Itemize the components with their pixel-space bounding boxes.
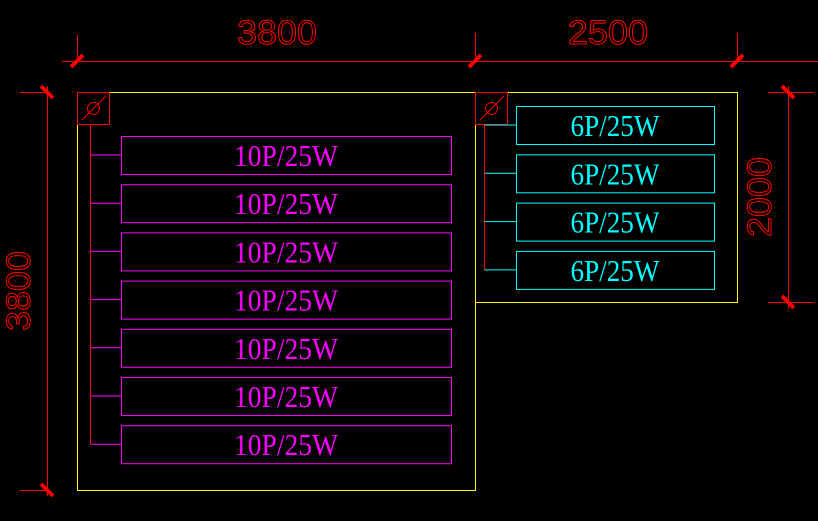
fixture-label: 10P/25W: [234, 427, 339, 462]
right-dimension: 2000: [741, 84, 814, 310]
fixture-label: 6P/25W: [571, 205, 661, 240]
fixture-outline: [121, 184, 452, 224]
fixture-outline: [121, 136, 452, 175]
dimension-tick: [780, 294, 796, 310]
fixture-label: 6P/25W: [571, 108, 661, 143]
dimension-label: 3800: [237, 14, 317, 52]
fixture-label: 10P/25W: [234, 379, 339, 414]
dimension-tick: [39, 84, 55, 100]
junction-box-icon: [475, 92, 508, 125]
light-fixture[interactable]: 10P/25W: [121, 136, 452, 175]
fixture-label: 10P/25W: [234, 186, 339, 221]
light-fixture[interactable]: 10P/25W: [121, 328, 452, 368]
fixture-outline: [516, 202, 715, 242]
light-fixture[interactable]: 6P/25W: [516, 202, 715, 242]
fixture-label: 10P/25W: [234, 283, 339, 318]
right-room-outline: [475, 92, 738, 303]
fixture-label: 10P/25W: [234, 331, 339, 366]
light-fixture[interactable]: 10P/25W: [121, 377, 452, 416]
light-fixture[interactable]: 10P/25W: [121, 184, 452, 224]
fixture-outline: [121, 377, 452, 416]
dimension-label: 2000: [741, 157, 779, 237]
light-fixture[interactable]: 6P/25W: [516, 154, 715, 194]
top-dimension: 3800 2500: [62, 14, 818, 69]
fixture-outline: [121, 425, 452, 465]
dimension-tick: [729, 53, 745, 69]
fixture-label: 10P/25W: [234, 138, 339, 173]
fixture-label: 10P/25W: [234, 234, 339, 269]
dimension-tick: [780, 84, 796, 100]
fixture-label: 6P/25W: [571, 253, 661, 288]
fixture-outline: [516, 250, 715, 290]
dimension-label: 3800: [0, 251, 38, 331]
light-fixture[interactable]: 10P/25W: [121, 425, 452, 465]
dimension-label: 2500: [568, 14, 648, 52]
fixture-outline: [121, 328, 452, 368]
light-fixture[interactable]: 6P/25W: [516, 106, 715, 145]
light-fixture[interactable]: 10P/25W: [121, 232, 452, 272]
fixture-outline: [121, 280, 452, 320]
junction-box-icon: [77, 92, 110, 125]
left-fixture-group: 10P/25W 10P/25W 10P/25W 10P/25W 10P/25W 10P/2…: [90, 124, 452, 465]
fixture-label: 6P/25W: [571, 156, 661, 191]
dimension-tick: [39, 482, 55, 498]
fixture-outline: [516, 154, 715, 194]
light-fixture[interactable]: 10P/25W: [121, 280, 452, 320]
left-dimension: 3800: [0, 84, 55, 498]
dimension-tick: [69, 53, 85, 69]
right-fixture-group: 6P/25W 6P/25W 6P/25W 6P/25W: [484, 106, 715, 290]
light-fixture[interactable]: 6P/25W: [516, 250, 715, 290]
dimension-tick: [467, 53, 483, 69]
fixture-outline: [121, 232, 452, 272]
fixture-outline: [516, 106, 715, 145]
